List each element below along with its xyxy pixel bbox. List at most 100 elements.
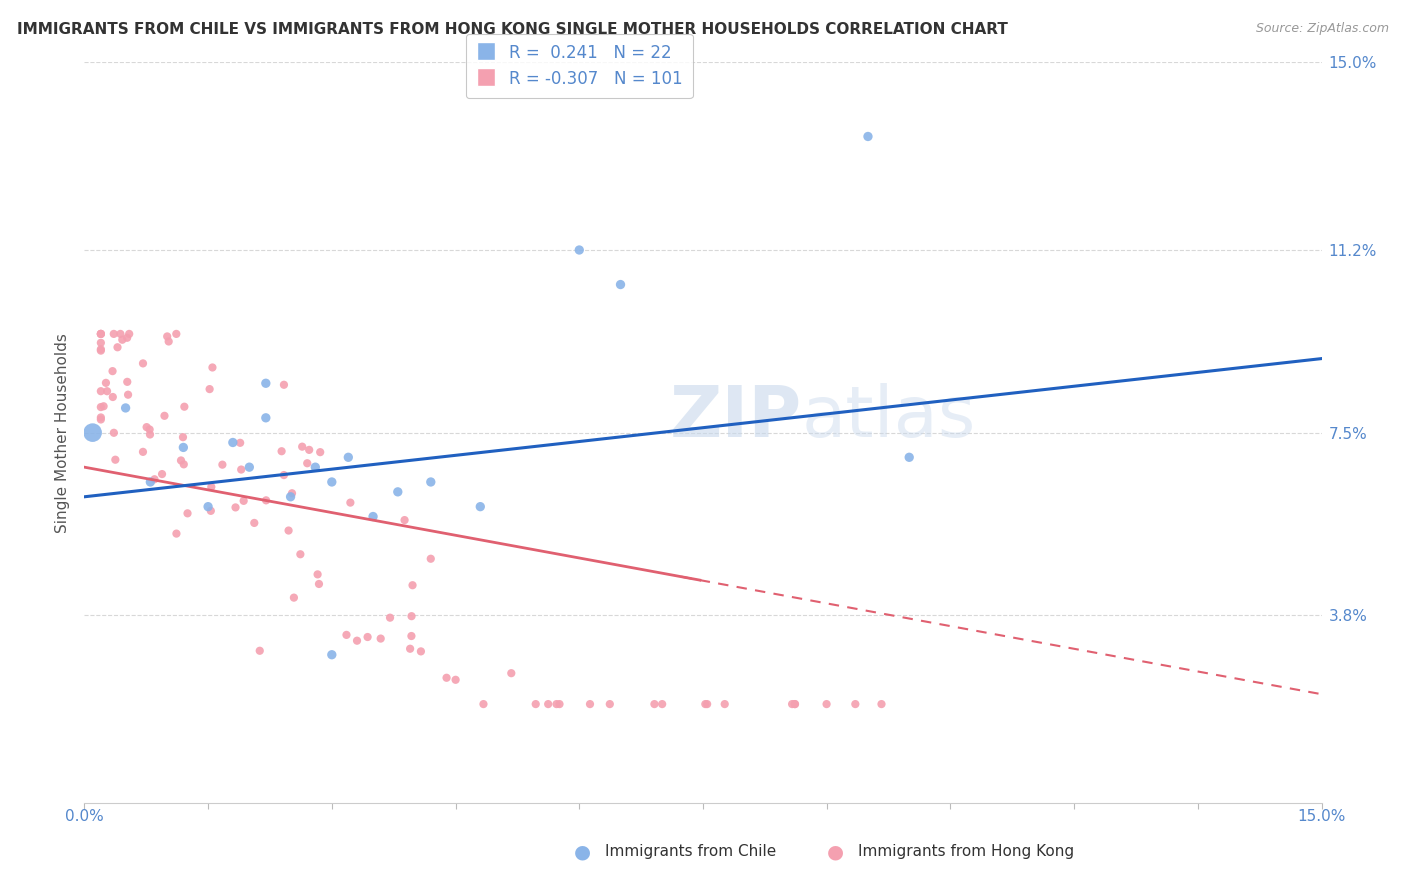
Point [90,326,112,341]
Point [844,697,866,711]
Point [225,500,247,515]
Point [270,444,292,458]
Point [117,387,139,401]
Point [399,641,422,656]
Point [361,509,384,524]
Text: 0.0%: 0.0% [65,809,104,823]
Point [409,644,432,658]
Point [337,450,360,465]
Point [117,375,139,389]
Point [524,697,547,711]
Point [90,384,112,399]
Point [132,445,155,459]
Point [401,578,423,592]
Point [297,456,319,470]
Point [172,430,194,444]
Text: IMMIGRANTS FROM CHILE VS IMMIGRANTS FROM HONG KONG SINGLE MOTHER HOUSEHOLDS CORR: IMMIGRANTS FROM CHILE VS IMMIGRANTS FROM… [17,22,1008,37]
Point [401,609,423,624]
Point [143,472,166,486]
Point [281,486,304,500]
Point [321,475,343,489]
Point [548,697,571,711]
Point [335,628,357,642]
Point [82,425,104,440]
Point [321,648,343,662]
Point [609,277,631,292]
Point [101,390,124,404]
Point [115,331,138,345]
Point [308,577,330,591]
Point [298,442,321,457]
Point [470,500,492,514]
Point [198,382,221,396]
Point [713,697,735,711]
Point [101,364,124,378]
Point [394,513,416,527]
Point [103,425,125,440]
Point [346,633,368,648]
Point [107,340,129,354]
Point [90,400,112,414]
Point [135,420,157,434]
Point [170,453,193,467]
Point [232,493,254,508]
Point [93,399,115,413]
Point [783,697,806,711]
Point [419,551,441,566]
Point [211,458,233,472]
Point [815,697,838,711]
Point [176,506,198,520]
Point [277,524,299,538]
Point [419,475,441,489]
Point [172,441,194,455]
Point [118,326,141,341]
Point [307,567,329,582]
Point [103,326,125,341]
Point [356,630,378,644]
Point [387,484,409,499]
Point [90,410,112,425]
Point [870,697,893,711]
Point [200,504,222,518]
Point [309,445,332,459]
Point [173,458,195,472]
Point [401,629,423,643]
Point [110,326,132,341]
Point [94,376,117,390]
Point [201,360,224,375]
Point [780,697,803,711]
Point [339,495,361,509]
Point [695,697,717,711]
Point [254,493,277,508]
Point [90,343,112,357]
Point [156,329,179,343]
Point [783,697,806,711]
Point [165,326,187,341]
Point [283,591,305,605]
Point [378,610,401,624]
Point [254,410,277,425]
Point [856,129,879,144]
Point [139,427,162,442]
Point [96,384,118,399]
Point [304,460,326,475]
Point [114,401,136,415]
Point [444,673,467,687]
Point [243,516,266,530]
Text: Source: ZipAtlas.com: Source: ZipAtlas.com [1256,22,1389,36]
Point [599,697,621,711]
Point [249,644,271,658]
Point [173,400,195,414]
Point [200,480,222,494]
Point [90,412,112,426]
Point [898,450,921,465]
Text: ●: ● [574,842,591,862]
Point [290,547,312,561]
Point [436,671,458,685]
Point [90,326,112,341]
Point [165,526,187,541]
Point [280,490,302,504]
Point [537,697,560,711]
Point [132,356,155,370]
Point [273,377,295,392]
